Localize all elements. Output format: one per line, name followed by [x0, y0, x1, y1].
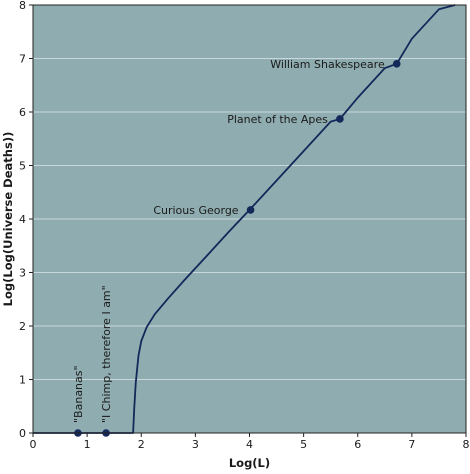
y-tick-label: 2: [19, 320, 26, 333]
x-tick-label: 3: [192, 438, 199, 451]
annotation-points: [74, 60, 401, 437]
y-tick-label: 3: [19, 267, 26, 280]
x-axis-title: Log(L): [229, 456, 270, 470]
annotation-point: [336, 115, 344, 123]
x-tick-label: 0: [30, 438, 37, 451]
annotation-label: "Bananas": [72, 365, 85, 423]
grid-lines: [33, 58, 466, 380]
y-tick-label: 1: [19, 374, 26, 387]
y-tick-label: 8: [19, 0, 26, 12]
y-axis-title: Log(Log(Universe Deaths)): [1, 132, 15, 307]
series-line: [33, 4, 456, 434]
x-axis-ticks: 0 1 2 3 4 5 6 7 8: [30, 433, 470, 451]
y-tick-label: 4: [19, 213, 26, 226]
x-tick-label: 7: [408, 438, 415, 451]
annotation-label: "I Chimp, therefore I am": [100, 285, 113, 423]
x-tick-label: 8: [463, 438, 470, 451]
x-tick-label: 6: [354, 438, 361, 451]
x-tick-label: 1: [84, 438, 91, 451]
annotation-label: Planet of the Apes: [227, 113, 328, 126]
annotation-label: William Shakespeare: [270, 58, 385, 71]
y-tick-label: 6: [19, 106, 26, 119]
y-tick-label: 5: [19, 160, 26, 173]
annotation-label: Curious George: [153, 204, 238, 217]
y-axis-ticks: 0 1 2 3 4 5 6 7 8: [19, 0, 33, 440]
y-tick-label: 0: [19, 427, 26, 440]
x-tick-label: 5: [300, 438, 307, 451]
x-tick-label: 4: [246, 438, 253, 451]
x-tick-label: 2: [138, 438, 145, 451]
annotation-labels: William Shakespeare Planet of the Apes Cur…: [72, 58, 385, 423]
y-tick-label: 7: [19, 53, 26, 66]
annotation-point: [392, 60, 401, 68]
annotation-point: [246, 206, 255, 214]
